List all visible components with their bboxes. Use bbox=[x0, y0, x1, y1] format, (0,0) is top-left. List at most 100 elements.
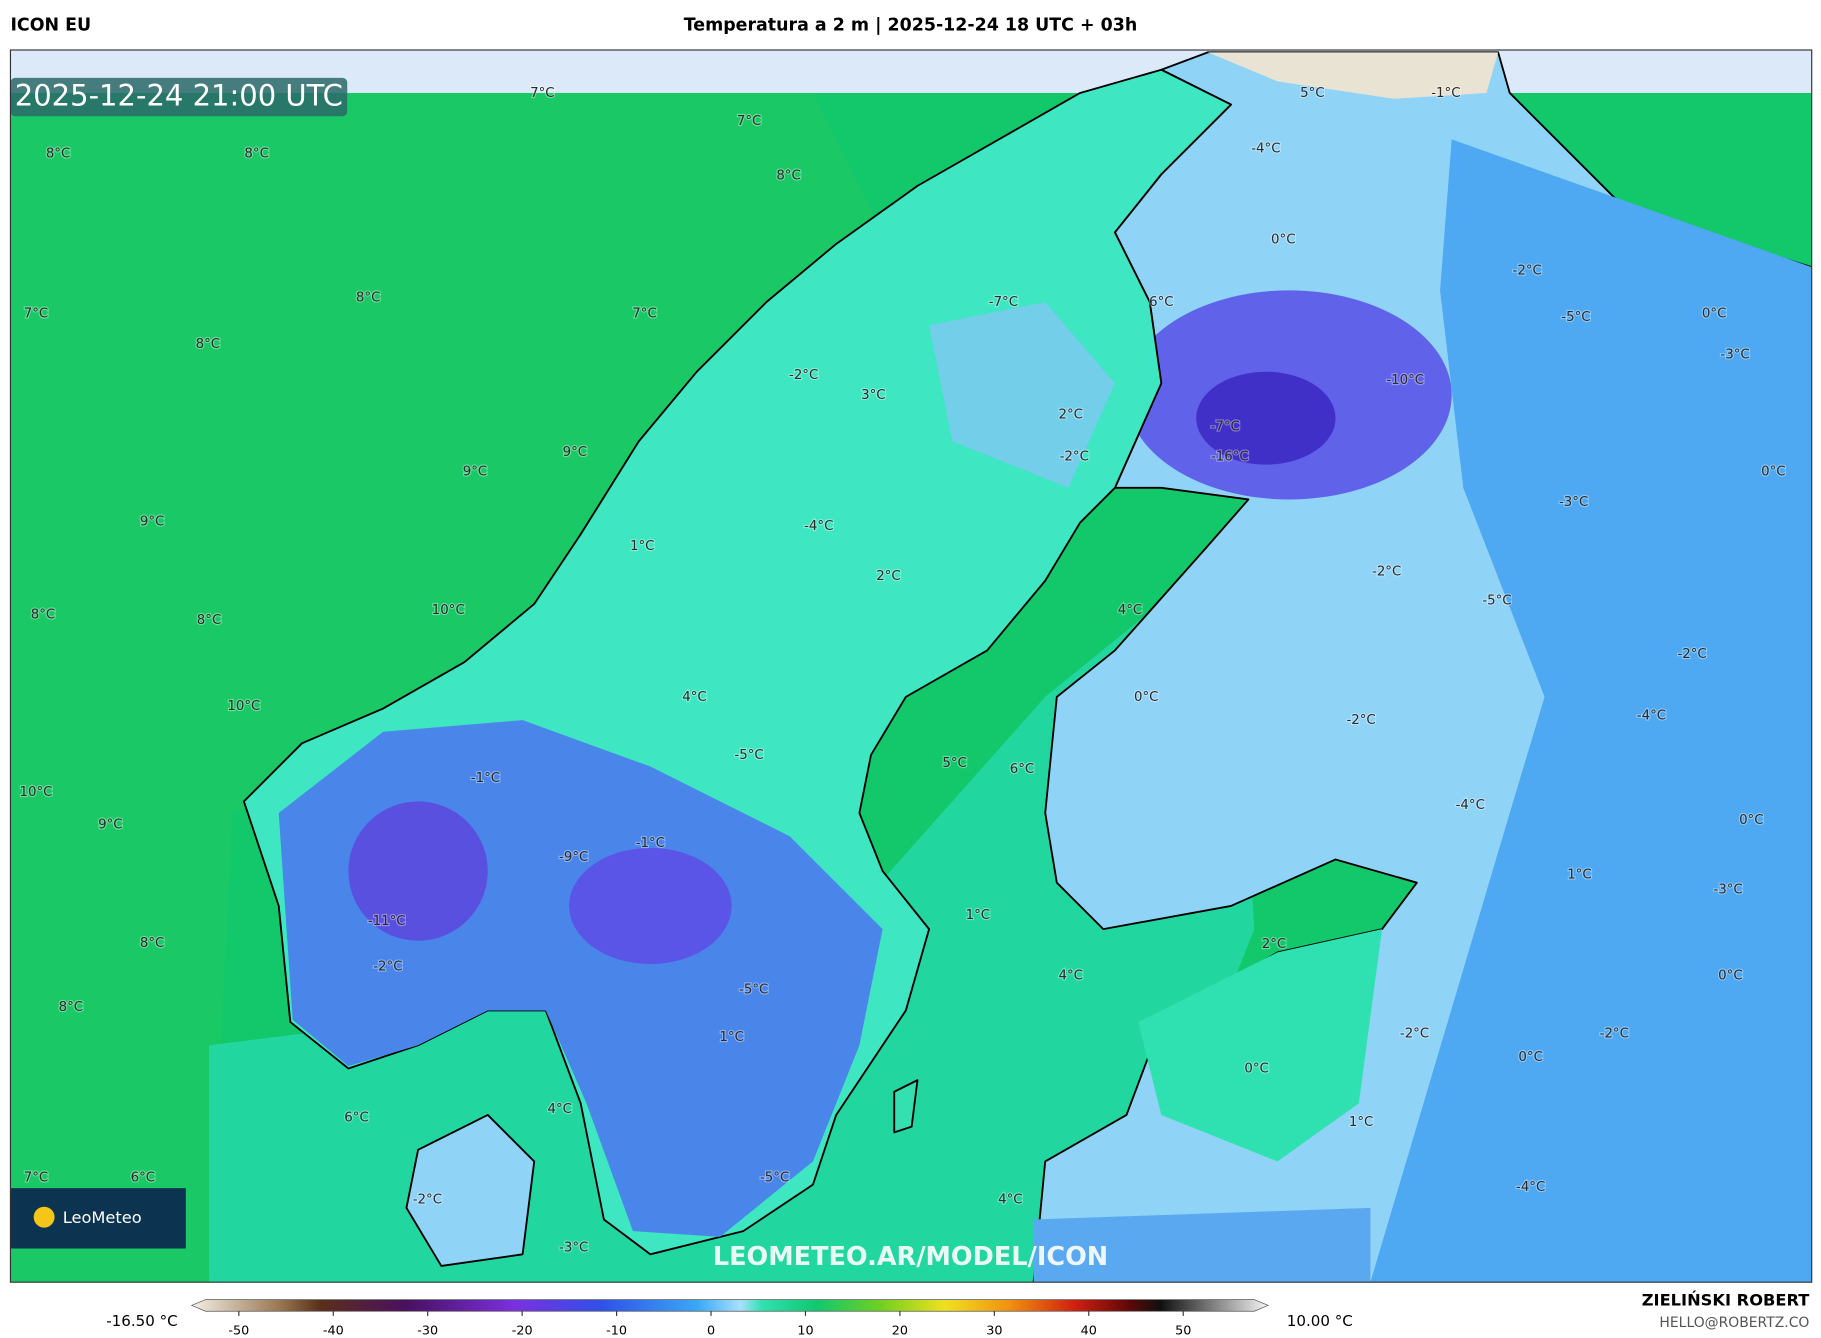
temperature-label: -5°C bbox=[1482, 593, 1511, 608]
temperature-label: 0°C bbox=[1718, 969, 1742, 984]
cold-core bbox=[1196, 371, 1336, 465]
time-box bbox=[10, 77, 348, 117]
temperature-label: 1°C bbox=[966, 908, 990, 923]
temperature-label: 0°C bbox=[1271, 232, 1295, 247]
temperature-label: 10°C bbox=[227, 699, 260, 714]
temperature-label: 8°C bbox=[196, 337, 220, 352]
valid-time: 2025-12-24 21:00 UTC bbox=[15, 79, 343, 113]
temperature-label: -2°C bbox=[1600, 1027, 1629, 1042]
colorbar-max: 10.00 °C bbox=[1287, 1312, 1353, 1330]
north-cape bbox=[1207, 52, 1499, 99]
temperature-label: -2°C bbox=[1060, 449, 1089, 464]
colorbar-tick-label: -30 bbox=[417, 1323, 438, 1338]
temperature-label: 9°C bbox=[563, 445, 587, 460]
colorbar-min: -16.50 °C bbox=[106, 1312, 177, 1330]
temperature-label: 8°C bbox=[356, 290, 380, 305]
temperature-label: -2°C bbox=[1372, 564, 1401, 579]
temperature-label: -1°C bbox=[636, 836, 665, 851]
temperature-label: 8°C bbox=[244, 146, 268, 161]
colorbar-tick-label: -40 bbox=[323, 1323, 344, 1338]
denmark bbox=[405, 1114, 536, 1267]
logo: LeoMeteo bbox=[63, 1208, 142, 1227]
temperature-label: 8°C bbox=[140, 936, 164, 951]
colorbar-tick-label: 10 bbox=[797, 1323, 813, 1338]
temperature-label: -4°C bbox=[1637, 708, 1666, 723]
temperature-label: 0°C bbox=[1702, 307, 1726, 322]
colorbar-bar bbox=[190, 1299, 1270, 1312]
temperature-label: 0°C bbox=[1739, 813, 1763, 828]
map: 7°C 7°C 8°C 8°C 8°C 8°C 7°C 8°C 7°C 9°C 9°C 9°C 8°C 8… bbox=[10, 49, 1812, 1283]
temperature-label: 7°C bbox=[530, 86, 554, 101]
temperature-label: 4°C bbox=[1059, 969, 1083, 984]
baltic-sea bbox=[209, 545, 1255, 1283]
temperature-label: -3°C bbox=[1559, 495, 1588, 510]
temperature-label: 9°C bbox=[98, 818, 122, 833]
temperature-label: 2°C bbox=[1059, 408, 1083, 423]
temperature-labels: 7°C 7°C 8°C 8°C 8°C 8°C 7°C 8°C 7°C 9°C 9°C 9°C 8°C 8… bbox=[18, 85, 1786, 1257]
temperature-label: -2°C bbox=[1400, 1027, 1429, 1042]
temperature-label: 4°C bbox=[998, 1193, 1022, 1208]
temperature-label: -5°C bbox=[734, 748, 763, 763]
temperature-label: -3°C bbox=[1713, 883, 1742, 898]
temperature-label: -5°C bbox=[739, 983, 768, 998]
temperature-label: 0°C bbox=[1761, 465, 1785, 480]
colorbar-tick-label: -10 bbox=[606, 1323, 627, 1338]
temperature-label: 4°C bbox=[682, 690, 706, 705]
logo-sun bbox=[33, 1206, 55, 1228]
temperature-label: 7°C bbox=[632, 307, 656, 322]
colorbar-tick-label: 40 bbox=[1081, 1323, 1097, 1338]
temperature-label: -2°C bbox=[413, 1193, 442, 1208]
temperature-label: 7°C bbox=[737, 114, 761, 129]
map-frame bbox=[9, 49, 1813, 1283]
temperature-label: -2°C bbox=[789, 368, 818, 383]
temperature-label: -1°C bbox=[1431, 86, 1460, 101]
temperature-label: -2°C bbox=[373, 959, 402, 974]
temperature-label: 0°C bbox=[1518, 1050, 1542, 1065]
temperature-label: 0°C bbox=[1134, 690, 1158, 705]
temperature-label: -4°C bbox=[804, 519, 833, 534]
temperature-label: 2°C bbox=[876, 569, 900, 584]
cold-area bbox=[1370, 139, 1812, 1283]
map-title: Temperatura a 2 m | 2025-12-24 18 UTC + … bbox=[684, 16, 1138, 36]
temperature-label: 8°C bbox=[31, 607, 55, 622]
colorbar-tick-label: 50 bbox=[1175, 1323, 1191, 1338]
temperature-label: 3°C bbox=[861, 388, 885, 403]
colorbar-tick-label: 0 bbox=[707, 1323, 715, 1338]
colorbar-tick-label: 20 bbox=[892, 1323, 908, 1338]
temperature-label: 0°C bbox=[1244, 1062, 1268, 1077]
temperature-label: -2°C bbox=[1677, 647, 1706, 662]
temperature-label: -2°C bbox=[1513, 264, 1542, 279]
temperature-label: -4°C bbox=[1456, 798, 1485, 813]
temperature-label: 9°C bbox=[463, 465, 487, 480]
temperature-label: 1°C bbox=[1349, 1115, 1373, 1130]
temperature-label: -9°C bbox=[559, 850, 588, 865]
temperature-label: 1°C bbox=[630, 539, 654, 554]
temperature-label: 7°C bbox=[24, 1171, 48, 1186]
temperature-label: 1°C bbox=[719, 1030, 743, 1045]
temperature-label: -2°C bbox=[1346, 713, 1375, 728]
watermark: LEOMETEO.AR/MODEL/ICON bbox=[713, 1242, 1108, 1272]
temperature-label: -11°C bbox=[368, 914, 406, 929]
temperature-label: 6°C bbox=[1010, 762, 1034, 777]
cold-area bbox=[929, 302, 1115, 488]
temperature-label: -5°C bbox=[760, 1171, 789, 1186]
temperature-label: 8°C bbox=[197, 613, 221, 628]
email: HELLO@ROBERTZ.CO bbox=[1659, 1315, 1809, 1331]
temperature-label: 4°C bbox=[548, 1102, 572, 1117]
cold-core bbox=[348, 801, 488, 941]
gotland bbox=[893, 1079, 919, 1134]
temperature-label: 10°C bbox=[20, 785, 53, 800]
temperature-label: -10°C bbox=[1386, 373, 1424, 388]
colorbar: -50 -40 -30 -20 -10 0 10 20 30 40 50 bbox=[190, 1299, 1270, 1338]
colorbar-tick-label: -50 bbox=[228, 1323, 249, 1338]
temperature-label: 6°C bbox=[344, 1110, 368, 1125]
temperature-label: -7°C bbox=[1211, 419, 1240, 434]
temperature-label: 10°C bbox=[432, 603, 465, 618]
temperature-label: 8°C bbox=[59, 1000, 83, 1015]
temperature-label: 7°C bbox=[24, 307, 48, 322]
temperature-label: 8°C bbox=[776, 168, 800, 183]
temperature-label: -5°C bbox=[1561, 310, 1590, 325]
temperature-label: -1°C bbox=[471, 771, 500, 786]
